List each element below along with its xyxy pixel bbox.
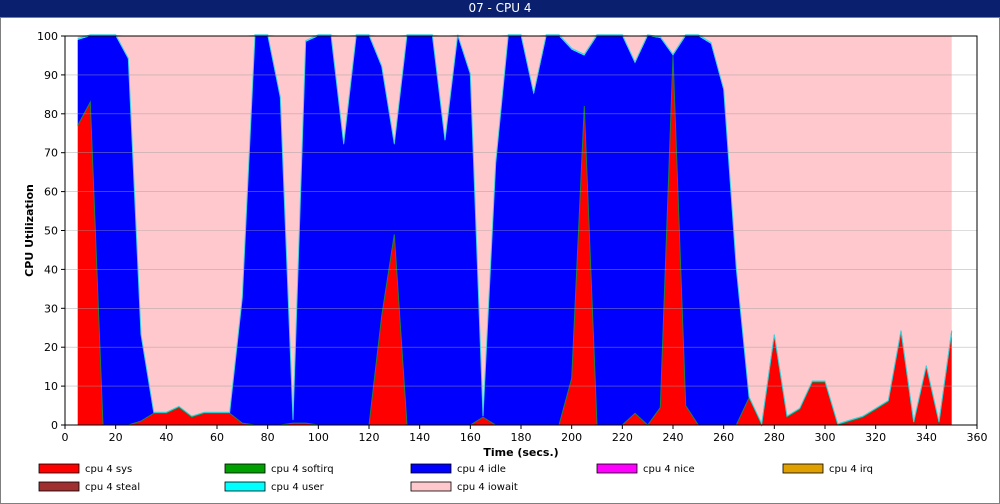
x-tick-label-340: 340 bbox=[916, 431, 937, 444]
y-tick-label-30: 30 bbox=[44, 302, 58, 315]
legend-label-cpu-4-user: cpu 4 user bbox=[271, 482, 325, 493]
x-tick-label-220: 220 bbox=[612, 431, 633, 444]
y-tick-label-100: 100 bbox=[37, 30, 58, 43]
y-tick-label-40: 40 bbox=[44, 263, 58, 276]
x-tick-label-320: 320 bbox=[865, 431, 886, 444]
legend-label-cpu-4-softirq: cpu 4 softirq bbox=[271, 464, 334, 475]
x-tick-label-260: 260 bbox=[713, 431, 734, 444]
legend-swatch-cpu-4-iowait bbox=[410, 481, 452, 492]
x-tick-label-140: 140 bbox=[409, 431, 430, 444]
x-tick-label-60: 60 bbox=[210, 431, 224, 444]
window-title-bar: 07 - CPU 4 bbox=[0, 0, 1000, 17]
chart-panel: 0 10 20 30 40 50 60 70 80 90 100 0 20 40 60 80 100 120 140… bbox=[0, 17, 1000, 504]
y-axis-label: CPU Utilization bbox=[23, 184, 36, 277]
y-tick-label-20: 20 bbox=[44, 341, 58, 354]
legend-swatch-cpu-4-steal bbox=[38, 481, 80, 492]
window-title: 07 - CPU 4 bbox=[468, 1, 532, 15]
legend-label-cpu-4-sys: cpu 4 sys bbox=[85, 464, 132, 475]
legend-label-cpu-4-iowait: cpu 4 iowait bbox=[457, 482, 518, 493]
y-tick-label-0: 0 bbox=[51, 419, 58, 432]
y-tick-label-60: 60 bbox=[44, 186, 58, 199]
legend-swatch-cpu-4-softirq bbox=[224, 463, 266, 474]
y-tick-label-50: 50 bbox=[44, 225, 58, 238]
legend-label-cpu-4-idle: cpu 4 idle bbox=[457, 464, 506, 475]
legend-swatch-cpu-4-sys bbox=[38, 463, 80, 474]
legend-swatch-cpu-4-user bbox=[224, 481, 266, 492]
x-tick-label-120: 120 bbox=[359, 431, 380, 444]
x-tick-label-100: 100 bbox=[308, 431, 329, 444]
x-tick-label-80: 80 bbox=[261, 431, 275, 444]
y-tick-label-80: 80 bbox=[44, 108, 58, 121]
y-tick-label-10: 10 bbox=[44, 380, 58, 393]
legend-swatch-cpu-4-nice bbox=[596, 463, 638, 474]
line-cpu-4-user-top bbox=[77, 34, 953, 426]
x-tick-label-300: 300 bbox=[815, 431, 836, 444]
x-tick-label-180: 180 bbox=[511, 431, 532, 444]
y-tick-label-90: 90 bbox=[44, 69, 58, 82]
legend-label-cpu-4-nice: cpu 4 nice bbox=[643, 464, 695, 475]
x-tick-label-200: 200 bbox=[561, 431, 582, 444]
legend-swatch-cpu-4-irq bbox=[782, 463, 824, 474]
legend-label-cpu-4-steal: cpu 4 steal bbox=[85, 482, 140, 493]
x-tick-label-0: 0 bbox=[62, 431, 69, 444]
x-tick-label-20: 20 bbox=[109, 431, 123, 444]
x-tick-label-40: 40 bbox=[159, 431, 173, 444]
legend-swatch-cpu-4-idle bbox=[410, 463, 452, 474]
x-tick-label-160: 160 bbox=[460, 431, 481, 444]
y-tick-label-70: 70 bbox=[44, 147, 58, 160]
area-cpu-4-iowait bbox=[77, 34, 952, 424]
x-tick-label-280: 280 bbox=[764, 431, 785, 444]
cpu-utilization-chart: 0 10 20 30 40 50 60 70 80 90 100 0 20 40 60 80 100 120 140… bbox=[23, 30, 988, 493]
x-axis-label: Time (secs.) bbox=[483, 446, 558, 459]
x-tick-label-240: 240 bbox=[663, 431, 684, 444]
x-tick-label-360: 360 bbox=[967, 431, 988, 444]
legend-label-cpu-4-irq: cpu 4 irq bbox=[829, 464, 873, 475]
